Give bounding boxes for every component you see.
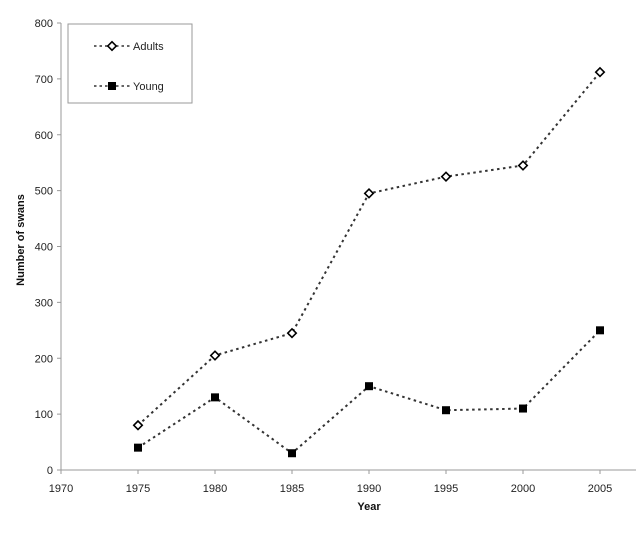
data-point-young	[211, 393, 219, 402]
legend: Adults Young	[67, 23, 193, 104]
y-axis: 0 100 200 300 400 500 600 700 800	[35, 18, 62, 477]
data-point-adults	[286, 327, 298, 339]
legend-item-adults: Adults	[94, 40, 164, 53]
filled-square-marker-icon	[108, 82, 116, 90]
y-tick-label: 700	[35, 74, 53, 86]
y-tick-label: 200	[35, 353, 53, 365]
open-diamond-marker-icon	[106, 40, 118, 52]
y-tick-label: 800	[35, 18, 53, 30]
data-point-adults	[132, 419, 144, 431]
data-point-adults	[594, 66, 606, 78]
data-point-adults	[440, 171, 452, 183]
y-tick-label: 600	[35, 130, 53, 142]
x-axis: 1970 1975 1980 1985 1990 1995 2000 2005	[49, 469, 636, 495]
x-tick-label: 2005	[588, 483, 612, 495]
x-tick-label: 1975	[126, 483, 150, 495]
legend-label-adults: Adults	[133, 41, 164, 53]
series-layer	[132, 66, 606, 458]
y-tick-label: 500	[35, 186, 53, 198]
legend-box	[67, 23, 193, 104]
x-axis-title: Year	[357, 501, 381, 513]
data-point-young	[288, 449, 296, 458]
y-tick-label: 0	[47, 465, 53, 477]
data-point-young	[442, 406, 450, 415]
x-tick-label: 2000	[511, 483, 535, 495]
y-tick-label: 100	[35, 409, 53, 421]
series-line-young	[137, 329, 601, 455]
data-point-young	[596, 326, 604, 335]
y-tick-label: 400	[35, 242, 53, 254]
y-tick-label: 300	[35, 297, 53, 309]
x-tick-label: 1970	[49, 483, 73, 495]
data-point-adults	[363, 188, 375, 199]
legend-label-young: Young	[133, 81, 164, 93]
y-axis-title: Number of swans	[15, 194, 27, 286]
legend-item-young: Young	[94, 81, 164, 93]
x-tick-label: 1980	[203, 483, 227, 495]
data-point-young	[365, 382, 373, 391]
x-tick-label: 1990	[357, 483, 381, 495]
data-point-adults	[517, 160, 529, 171]
series-line-adults	[137, 71, 601, 427]
x-tick-label: 1995	[434, 483, 458, 495]
data-point-young	[519, 404, 527, 413]
data-point-adults	[209, 350, 221, 361]
data-point-young	[134, 443, 142, 452]
x-tick-label: 1985	[280, 483, 304, 495]
